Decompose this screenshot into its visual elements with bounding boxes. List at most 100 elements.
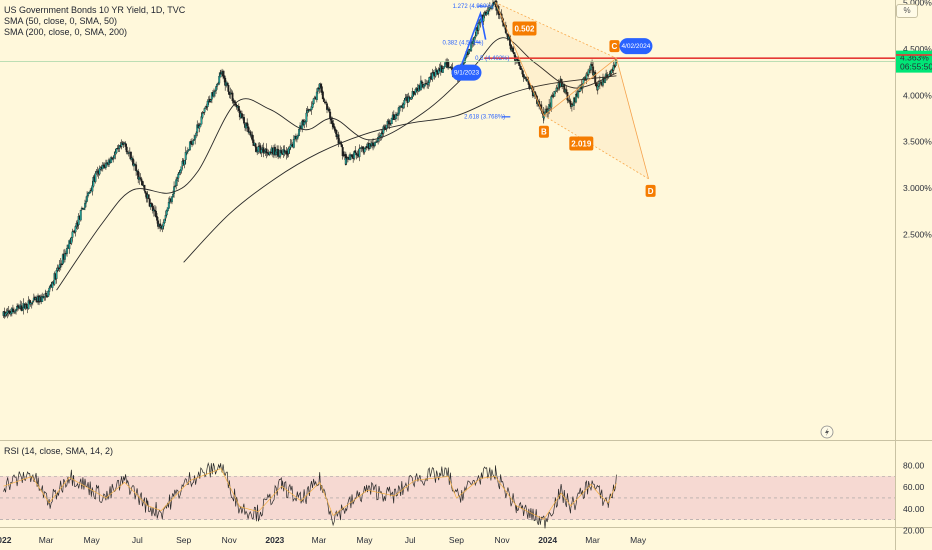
candle-body bbox=[311, 103, 314, 108]
percent-scale-button[interactable]: % bbox=[896, 4, 918, 18]
x-tick-label: Jul bbox=[405, 535, 416, 545]
candle-body bbox=[125, 146, 128, 153]
candle-body bbox=[94, 173, 97, 182]
candle-body bbox=[177, 173, 180, 179]
candle-body bbox=[71, 231, 74, 238]
candle-body bbox=[287, 148, 290, 154]
candle-body bbox=[14, 310, 16, 313]
candle-body bbox=[201, 113, 204, 118]
candle-body bbox=[315, 91, 318, 101]
candle-body bbox=[91, 185, 94, 192]
x-tick-label: Mar bbox=[585, 535, 600, 545]
candle-body bbox=[521, 70, 524, 75]
candle-body bbox=[74, 226, 77, 233]
candle-body bbox=[518, 60, 521, 66]
candle-body bbox=[60, 263, 63, 265]
candle-body bbox=[473, 37, 476, 42]
candle-body bbox=[209, 99, 212, 102]
candle-body bbox=[263, 151, 266, 153]
candle-body bbox=[394, 113, 397, 120]
candle-body bbox=[320, 86, 323, 93]
candle-body bbox=[184, 151, 187, 160]
candle-body bbox=[390, 118, 393, 125]
harmonic-cd-line bbox=[616, 58, 649, 179]
candle-body bbox=[308, 109, 311, 112]
y-tick-label: 3.500% bbox=[903, 137, 932, 147]
candle-body bbox=[112, 158, 115, 160]
rsi-legend[interactable]: RSI (14, close, SMA, 14, 2) bbox=[4, 446, 114, 456]
candle-body bbox=[166, 207, 169, 212]
candle-body bbox=[17, 305, 20, 308]
legend-sma50[interactable]: SMA (50, close, 0, SMA, 50) bbox=[4, 16, 118, 26]
candle-body bbox=[335, 130, 338, 138]
candle-body bbox=[124, 143, 127, 147]
pattern-point-d: D bbox=[648, 187, 654, 196]
fib-label: 0.382 (4.571%) bbox=[442, 40, 483, 46]
candle-body bbox=[403, 100, 406, 105]
candle-body bbox=[462, 63, 465, 65]
x-tick-label: Mar bbox=[39, 535, 54, 545]
candle-body bbox=[185, 151, 188, 154]
harmonic-bc-line bbox=[543, 57, 617, 117]
candle-body bbox=[337, 134, 340, 144]
candle-body bbox=[251, 134, 254, 141]
candle-body bbox=[255, 146, 258, 153]
ratio-ac-bg bbox=[512, 21, 537, 36]
candle-body bbox=[30, 302, 33, 304]
candle-body bbox=[486, 10, 489, 15]
price-label-time: 06:55:50 bbox=[900, 62, 932, 72]
candle-body bbox=[203, 108, 206, 113]
date-tag-c-bg bbox=[619, 38, 653, 55]
candle-body bbox=[260, 149, 263, 153]
date-tag-start-bg bbox=[451, 64, 482, 81]
fib-label: 2.618 (3.768%) bbox=[464, 115, 505, 121]
candle-body bbox=[57, 267, 60, 269]
candle-body bbox=[186, 150, 189, 152]
candle-body bbox=[41, 296, 44, 303]
candle-body bbox=[353, 151, 356, 159]
legend: US Government Bonds 10 YR Yield, 1D, TVC… bbox=[4, 5, 185, 38]
candle-body bbox=[20, 305, 23, 311]
candle-body bbox=[482, 16, 485, 22]
candle-body bbox=[86, 195, 89, 202]
candle-body bbox=[424, 83, 427, 86]
x-tick-label: Sep bbox=[449, 535, 464, 545]
candle-body bbox=[310, 106, 313, 110]
candle-body bbox=[164, 215, 167, 219]
candle-body bbox=[585, 73, 588, 80]
candle-body bbox=[113, 154, 116, 159]
pattern-point-d-bg bbox=[645, 184, 656, 197]
x-tick-label: Jul bbox=[132, 535, 143, 545]
candle-body bbox=[55, 270, 58, 279]
candle-body bbox=[520, 68, 523, 70]
candle-body bbox=[410, 97, 413, 100]
pattern-point-b: B bbox=[541, 128, 547, 137]
candle-body bbox=[173, 186, 176, 194]
candle-body bbox=[227, 84, 230, 92]
candle-body bbox=[427, 82, 430, 86]
rsi-y-tick-label: 40.00 bbox=[903, 504, 925, 514]
candle-body bbox=[478, 22, 481, 24]
candle-body bbox=[474, 35, 477, 38]
candle-body bbox=[174, 185, 177, 188]
candle-body bbox=[21, 309, 24, 311]
candle-body bbox=[363, 148, 366, 153]
candle-body bbox=[129, 151, 132, 160]
candle-body bbox=[389, 124, 392, 126]
candle-body bbox=[135, 164, 138, 171]
candle-body bbox=[223, 75, 226, 79]
candle-body bbox=[477, 23, 480, 31]
date-tag-c: 4/02/2024 bbox=[621, 43, 650, 50]
harmonic-fill-bcd bbox=[543, 58, 649, 179]
legend-title[interactable]: US Government Bonds 10 YR Yield, 1D, TVC bbox=[4, 5, 186, 15]
candle-body bbox=[192, 140, 195, 145]
candle-body bbox=[68, 240, 71, 250]
candle-body bbox=[196, 124, 199, 133]
x-tick-label: 2022 bbox=[0, 535, 12, 545]
candle-body bbox=[340, 143, 343, 147]
candle-body bbox=[512, 47, 515, 53]
legend-sma200[interactable]: SMA (200, close, 0, SMA, 200) bbox=[4, 27, 128, 37]
harmonic-bd-line bbox=[543, 115, 649, 180]
